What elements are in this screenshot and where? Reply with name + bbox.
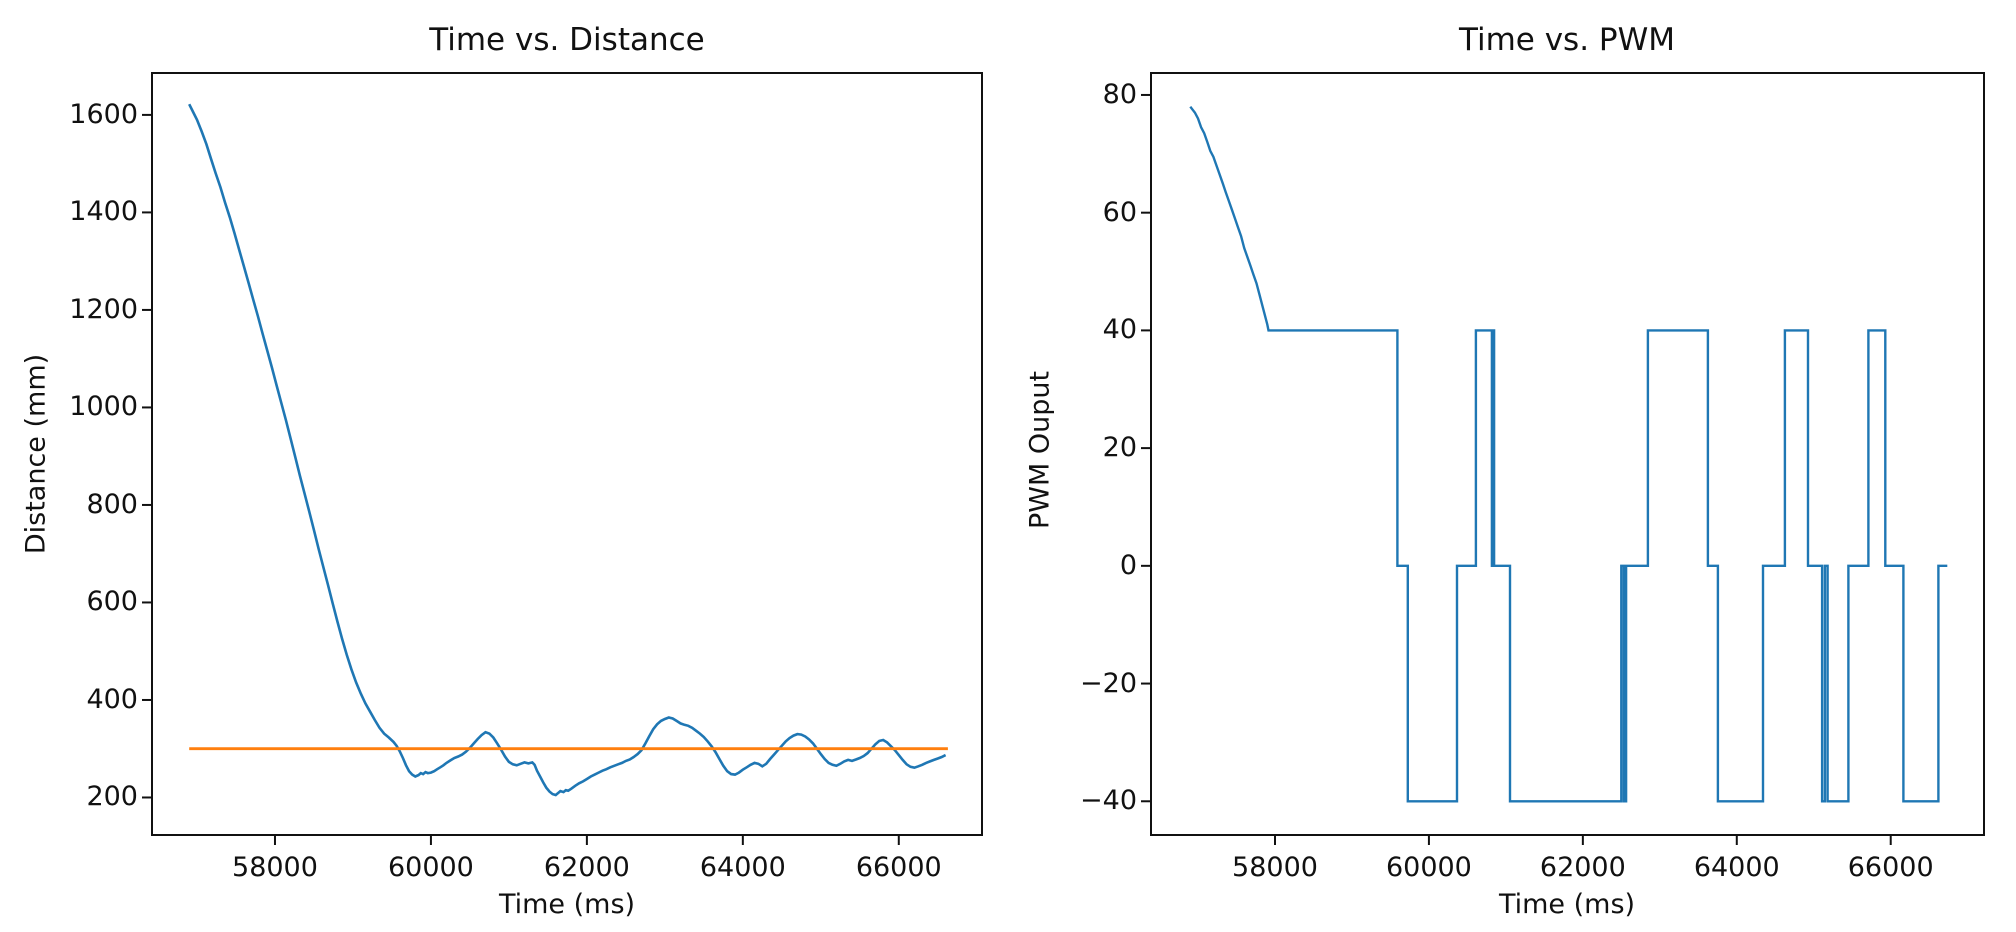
x-tick-label: 60000: [387, 852, 474, 883]
distance-chart-plot: [142, 72, 983, 845]
y-tick-label: −20: [1080, 667, 1137, 699]
y-tick-label: 1200: [69, 293, 138, 325]
y-tick-label: 60: [1102, 196, 1137, 228]
x-tick-label: 64000: [1693, 852, 1780, 883]
x-tick-label: 58000: [232, 852, 318, 883]
y-tick-label: −40: [1080, 785, 1137, 817]
left-chart-title: Time vs. Distance: [429, 22, 705, 58]
left-chart-xlabel: Time (ms): [498, 889, 636, 920]
y-tick-label: 600: [86, 586, 138, 618]
pwm-chart-plot: [1141, 72, 1985, 845]
x-tick-label: 64000: [699, 852, 786, 883]
y-tick-label: 20: [1102, 432, 1137, 464]
pwm-line: [1189, 105, 1948, 803]
right-chart-xlabel: Time (ms): [1498, 889, 1636, 920]
y-tick-label: 40: [1102, 314, 1137, 346]
x-tick-label: 62000: [1539, 852, 1626, 883]
x-tick-label: 66000: [855, 852, 942, 883]
y-tick-label: 800: [86, 488, 138, 520]
x-tick-label: 62000: [543, 852, 630, 883]
left-chart-ylabel: Distance (mm): [20, 353, 52, 555]
y-tick-label: 1600: [69, 98, 138, 130]
y-tick-label: 400: [86, 683, 138, 715]
x-tick-label: 66000: [1847, 852, 1934, 883]
plot-spines: [151, 72, 983, 836]
y-tick-label: 1400: [69, 196, 138, 228]
y-tick-label: 200: [86, 781, 138, 813]
y-tick-label: 1000: [69, 391, 138, 423]
plot-spines: [1150, 72, 1985, 836]
x-tick-label: 58000: [1232, 852, 1318, 883]
right-chart-title: Time vs. PWM: [1458, 22, 1676, 58]
distance-line: [188, 103, 947, 797]
y-tick-label: 80: [1102, 78, 1137, 110]
y-tick-label: 0: [1119, 549, 1137, 581]
x-tick-label: 60000: [1385, 852, 1472, 883]
